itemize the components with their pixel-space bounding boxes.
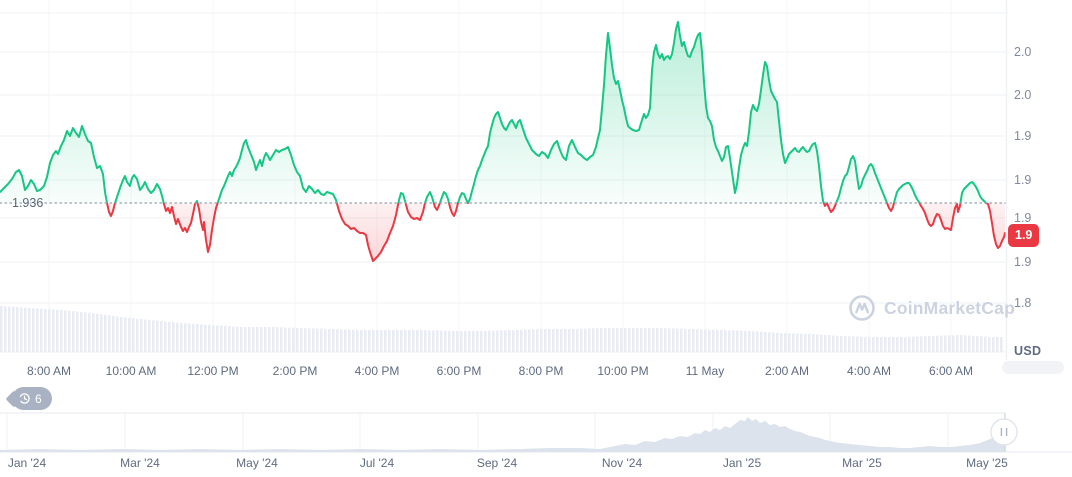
time-axis-tick-label: 2:00 AM <box>764 364 810 378</box>
navigator-handle[interactable] <box>990 418 1018 446</box>
y-axis-tick-label: 1.9 <box>1014 173 1032 187</box>
history-count: 6 <box>35 391 42 406</box>
time-axis-tick-label: 4:00 AM <box>846 364 892 378</box>
y-axis-tick-label: 1.9 <box>1014 129 1032 143</box>
time-axis-tick-label: 12:00 PM <box>187 364 239 378</box>
y-axis-tick-label: 1.9 <box>1014 255 1032 269</box>
time-axis-tick-label: 10:00 PM <box>597 364 649 378</box>
range-navigator[interactable] <box>0 411 1072 458</box>
time-axis-tick-label: 6:00 AM <box>928 364 974 378</box>
time-axis-tick-label: 6:00 PM <box>436 364 482 378</box>
y-axis-tick-label: 2.0 <box>1014 45 1032 59</box>
axis-corner-chip <box>1002 361 1064 374</box>
history-badge[interactable]: 6 <box>12 387 52 410</box>
y-axis-tick-label: 1.8 <box>1014 296 1032 310</box>
date-axis-tick-label: Sep '24 <box>476 456 518 470</box>
date-axis-tick-label: Jan '24 <box>7 456 47 470</box>
date-axis-tick-label: Mar '25 <box>842 456 882 470</box>
date-axis-tick-label: Mar '24 <box>120 456 160 470</box>
date-axis-tick-label: Jul '24 <box>359 456 395 470</box>
y-axis-tick-label: 2.0 <box>1014 88 1032 102</box>
history-clock-icon <box>19 393 30 404</box>
date-axis-tick-label: May '25 <box>966 456 1008 470</box>
date-axis-tick-label: May '24 <box>236 456 278 470</box>
time-axis-tick-label: 2:00 PM <box>272 364 318 378</box>
current-price-badge: 1.9 <box>1008 224 1040 247</box>
time-axis-tick-label: 8:00 AM <box>26 364 72 378</box>
date-axis-tick-label: Nov '24 <box>601 456 643 470</box>
y-axis-tick-label: 1.9 <box>1014 211 1032 225</box>
currency-label: USD <box>1014 344 1042 358</box>
main-price-chart[interactable] <box>0 0 1072 360</box>
time-axis-tick-label: 11 May <box>685 364 725 378</box>
time-axis-tick-label: 4:00 PM <box>354 364 400 378</box>
date-axis-tick-label: Jan '25 <box>722 456 762 470</box>
baseline-price-label: 1.936 <box>12 196 44 210</box>
time-axis-tick-label: 10:00 AM <box>105 364 157 378</box>
time-axis-tick-label: 8:00 PM <box>518 364 564 378</box>
